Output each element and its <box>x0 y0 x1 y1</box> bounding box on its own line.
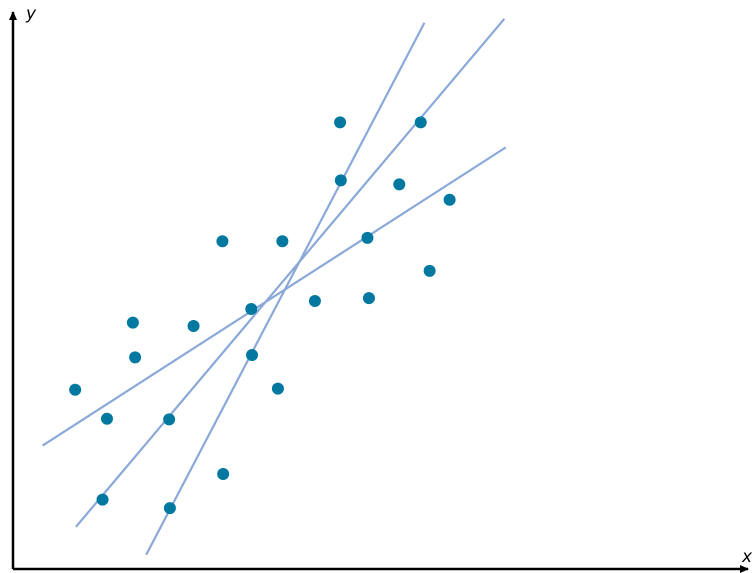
data-point-5 <box>129 351 142 364</box>
data-point-20 <box>393 178 406 191</box>
data-point-16 <box>334 116 347 129</box>
data-point-19 <box>362 292 375 305</box>
data-point-21 <box>423 264 436 277</box>
data-point-23 <box>443 193 456 206</box>
fit-line-2 <box>75 18 506 528</box>
y-axis-label: y <box>25 4 37 24</box>
data-point-7 <box>163 502 176 515</box>
data-point-15 <box>308 295 321 308</box>
data-point-12 <box>246 349 259 362</box>
data-point-4 <box>126 316 139 329</box>
data-point-2 <box>100 412 113 425</box>
data-point-10 <box>217 467 230 480</box>
data-point-18 <box>361 231 374 244</box>
data-point-9 <box>216 235 229 248</box>
fit-line-1 <box>42 146 507 447</box>
data-point-3 <box>96 493 109 506</box>
data-points <box>69 116 456 515</box>
x-axis-label: x <box>741 547 753 567</box>
data-point-14 <box>276 235 289 248</box>
data-point-17 <box>334 174 347 187</box>
data-point-1 <box>69 383 82 396</box>
data-point-13 <box>271 382 284 395</box>
fit-line-3 <box>145 22 426 556</box>
data-point-6 <box>163 413 176 426</box>
data-point-11 <box>245 302 258 315</box>
data-point-22 <box>414 116 427 129</box>
data-point-8 <box>187 320 200 333</box>
fit-lines <box>42 18 507 556</box>
